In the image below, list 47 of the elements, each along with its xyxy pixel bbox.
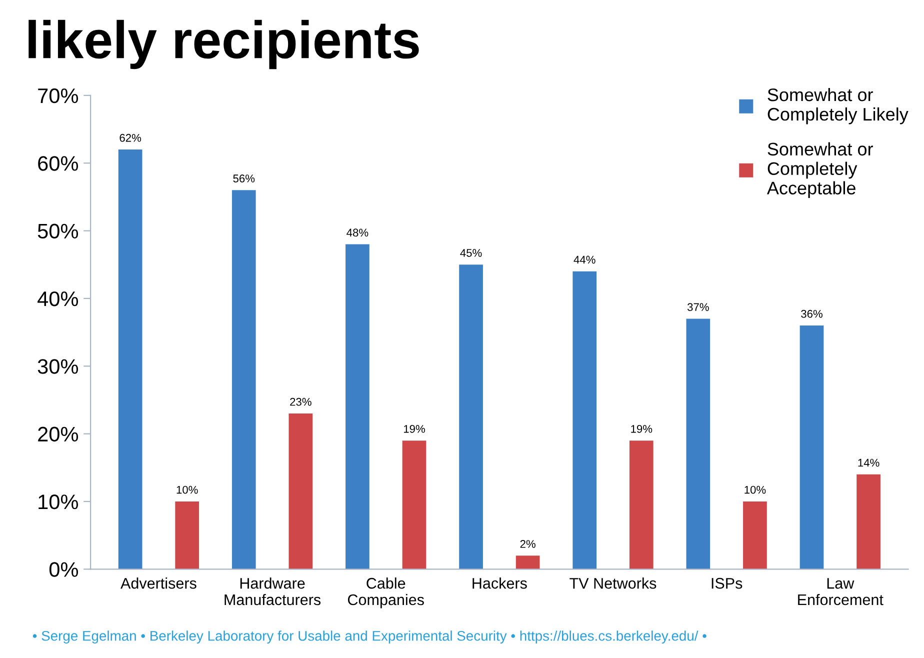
x-tick-label: Law Enforcement [798,578,884,606]
data-label: 14% [858,458,880,467]
chart-title: likely recipients [28,20,419,70]
bar [516,556,540,570]
bar [402,440,426,570]
data-label: 19% [404,424,425,433]
data-label: 23% [290,398,312,406]
data-label: 62% [120,134,142,142]
x-tick-label: Hackers [472,578,527,589]
bar [686,318,710,570]
bar [175,501,200,570]
data-label: 2% [520,540,536,548]
y-tick-label: 60% [38,156,78,171]
y-tick-label: 70% [38,88,78,104]
data-label: 56% [233,174,255,182]
y-tick-label: 0% [49,562,78,577]
y-tick-label: 10% [38,494,78,510]
bar [459,264,483,570]
data-label: 19% [631,424,652,433]
bar [346,244,370,570]
data-label: 48% [346,228,368,237]
x-tick-label: Cable Companies [348,578,424,608]
bar [288,414,313,570]
x-tick-label: ISPs [712,578,742,589]
x-tick-label: TV Networks [570,578,656,589]
bar [800,326,824,570]
data-label: 10% [744,486,766,494]
bar [232,190,256,570]
bar [743,501,767,570]
legend-label: Somewhat or Completely Acceptable [766,142,873,198]
y-tick-label: 20% [38,426,78,442]
bar [856,474,880,570]
data-label: 37% [687,303,709,311]
x-tick-label: Advertisers [120,578,196,589]
data-label: 45% [460,249,482,257]
bar [629,440,654,570]
data-label: 10% [176,486,198,494]
data-label: 36% [801,310,822,318]
x-tick-label: Hardware Manufacturers [224,578,321,606]
y-tick-label: 30% [38,359,78,374]
legend-label: Somewhat or Completely Likely [768,88,908,124]
data-label: 44% [574,256,596,264]
bar [118,150,142,570]
text: • Serge Egelman • Berkeley Laboratory for Usable and Experimental Security • https://blues.cs.berkeley.edu/ • [32,630,706,644]
y-tick-label: 50% [38,224,78,239]
y-tick-label: 40% [38,291,78,306]
bar [572,271,597,570]
